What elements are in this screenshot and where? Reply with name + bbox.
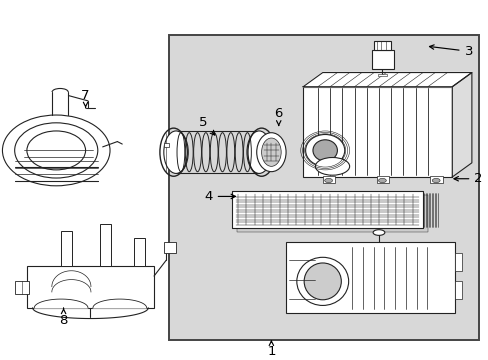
Text: 2: 2	[453, 172, 482, 185]
Bar	[232, 191, 422, 228]
Ellipse shape	[304, 263, 341, 300]
Bar	[285, 242, 454, 313]
Bar	[377, 74, 386, 76]
Bar	[371, 50, 393, 69]
Ellipse shape	[2, 115, 110, 186]
Text: 5: 5	[198, 116, 214, 135]
Bar	[454, 253, 461, 271]
Ellipse shape	[372, 230, 384, 235]
Bar	[100, 224, 111, 266]
Text: 7: 7	[81, 89, 90, 108]
Polygon shape	[93, 299, 146, 308]
Text: 4: 4	[204, 190, 235, 203]
Polygon shape	[34, 299, 88, 308]
Text: 8: 8	[59, 308, 68, 327]
Bar	[376, 176, 388, 183]
Ellipse shape	[312, 140, 337, 161]
Bar	[322, 176, 334, 183]
Ellipse shape	[296, 257, 348, 305]
Ellipse shape	[256, 133, 285, 172]
Bar	[15, 282, 29, 294]
Bar	[168, 35, 478, 340]
Ellipse shape	[378, 179, 386, 183]
Bar	[303, 87, 451, 177]
Text: 6: 6	[274, 107, 283, 126]
Polygon shape	[303, 73, 471, 87]
Bar	[27, 266, 154, 308]
Polygon shape	[451, 73, 471, 177]
Bar	[454, 282, 461, 299]
Text: 3: 3	[428, 45, 472, 58]
Ellipse shape	[305, 135, 344, 166]
Ellipse shape	[163, 131, 188, 174]
Text: 1: 1	[266, 341, 275, 358]
Ellipse shape	[324, 179, 332, 183]
Ellipse shape	[431, 179, 439, 183]
Bar	[237, 195, 427, 232]
Ellipse shape	[246, 131, 271, 174]
Ellipse shape	[315, 157, 349, 175]
Bar	[163, 242, 176, 253]
Bar	[373, 41, 390, 50]
Bar	[61, 231, 72, 266]
Ellipse shape	[261, 138, 281, 166]
Bar	[163, 143, 168, 147]
Bar	[429, 176, 442, 183]
Bar	[134, 238, 145, 266]
